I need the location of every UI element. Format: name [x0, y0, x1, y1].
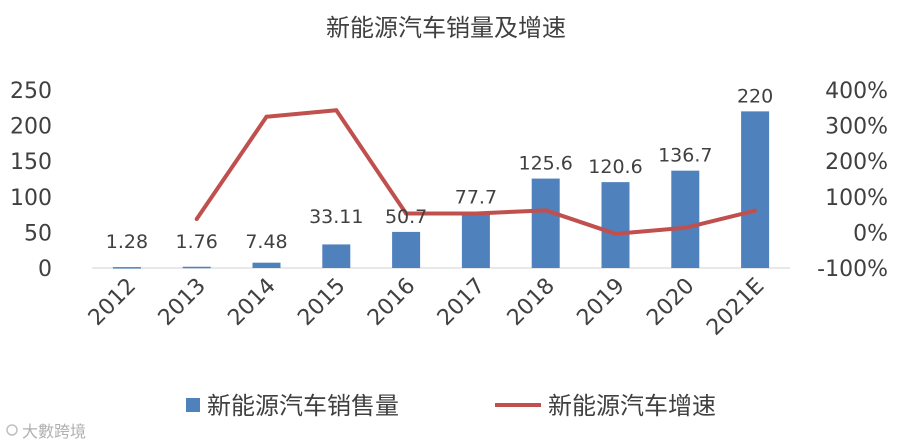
y-right-tick-label: 100% — [825, 186, 888, 211]
bar — [671, 170, 700, 268]
line-point — [543, 208, 548, 213]
bar-data-label: 220 — [737, 85, 773, 107]
bar-data-label: 120.6 — [588, 156, 642, 178]
right-axis: -100% 0% 100% 200% 300% 400% — [817, 79, 888, 282]
bar-data-label: 125.6 — [518, 153, 572, 175]
line-point — [404, 211, 409, 216]
bar — [252, 262, 281, 268]
bar-data-label: 77.7 — [455, 187, 497, 209]
x-tick-label: 2014 — [223, 274, 280, 331]
y-left-tick-label: 100 — [10, 186, 52, 211]
x-tick-label: 2020 — [642, 274, 699, 331]
legend-label-bar: 新能源汽车销售量 — [207, 392, 399, 420]
bar — [182, 266, 211, 269]
y-left-tick-label: 0 — [38, 257, 52, 282]
left-axis: 0 50 100 150 200 250 — [10, 79, 52, 282]
line-point — [473, 211, 478, 216]
bar — [392, 231, 421, 268]
x-tick-label: 2021E — [702, 274, 769, 341]
y-left-tick-label: 50 — [24, 221, 52, 246]
bar — [112, 267, 141, 269]
x-tick-label: 2012 — [84, 274, 141, 331]
bar-data-label: 136.7 — [658, 145, 712, 167]
y-left-tick-label: 200 — [10, 115, 52, 140]
line-point — [264, 114, 269, 119]
bar-data-label: 50.7 — [385, 206, 427, 228]
watermark: 大數跨境 — [6, 422, 86, 441]
bar-data-label: 1.76 — [176, 231, 218, 253]
bar — [461, 212, 490, 268]
bar-data-label: 33.11 — [309, 206, 363, 228]
legend: 新能源汽车销售量 新能源汽车增速 — [186, 392, 716, 420]
bar — [322, 244, 351, 268]
line-series — [194, 108, 758, 236]
data-labels: 1.28 1.76 7.48 33.11 50.7 77.7 125.6 120.6 136.7… — [106, 85, 773, 253]
bar-data-label: 1.28 — [106, 231, 148, 253]
watermark-text: 大數跨境 — [22, 422, 86, 441]
watermark-logo-icon — [6, 424, 18, 436]
x-tick-label: 2018 — [503, 274, 560, 331]
line-point — [613, 231, 618, 236]
y-right-tick-label: 0% — [853, 221, 888, 246]
x-tick-label: 2019 — [572, 274, 629, 331]
y-right-tick-label: 200% — [825, 150, 888, 175]
x-tick-label: 2017 — [433, 274, 490, 331]
line-point — [753, 208, 758, 213]
x-tick-label: 2016 — [363, 274, 420, 331]
bar-series — [112, 111, 770, 269]
x-tick-label: 2013 — [154, 274, 211, 331]
bar-data-label: 7.48 — [245, 231, 287, 253]
line-point — [334, 108, 339, 113]
x-tick-label: 2015 — [293, 274, 350, 331]
y-right-tick-label: 300% — [825, 115, 888, 140]
bar — [601, 182, 630, 268]
bar — [531, 178, 560, 268]
y-right-tick-label: -100% — [817, 257, 888, 282]
chart-title: 新能源汽车销量及增速 — [326, 14, 566, 42]
legend-swatch-bar — [186, 398, 200, 412]
bar — [741, 111, 770, 268]
line-point — [683, 225, 688, 230]
x-axis: 2012 2013 2014 2015 2016 2017 2018 2019 2020 2021… — [84, 274, 769, 341]
y-right-tick-label: 400% — [825, 79, 888, 104]
line-point — [194, 217, 199, 222]
y-left-tick-label: 150 — [10, 150, 52, 175]
y-left-tick-label: 250 — [10, 79, 52, 104]
legend-label-line: 新能源汽车增速 — [548, 392, 716, 420]
